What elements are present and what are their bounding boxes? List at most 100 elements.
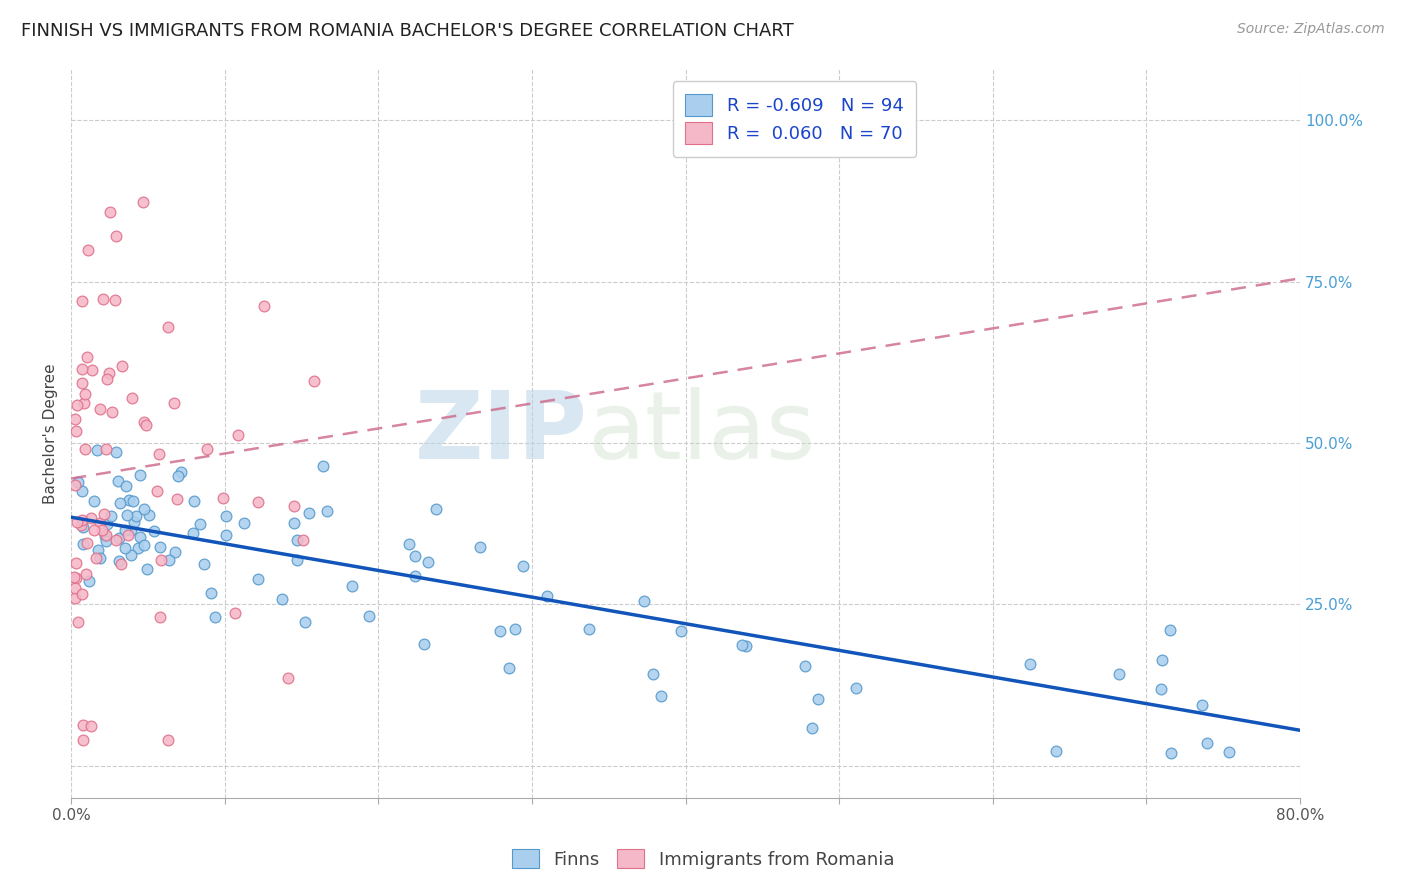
Point <box>298 506 321 520</box>
Point <box>1019 657 1042 671</box>
Point <box>138 508 160 522</box>
Point <box>66 516 89 530</box>
Point <box>270 591 292 606</box>
Point <box>72 718 94 732</box>
Point <box>108 496 131 510</box>
Point <box>800 721 823 735</box>
Point <box>735 639 758 653</box>
Point <box>90 523 112 537</box>
Point <box>149 540 172 554</box>
Point <box>149 553 172 567</box>
Point <box>76 350 98 364</box>
Point <box>107 474 129 488</box>
Point <box>276 671 298 685</box>
Point <box>96 516 118 531</box>
Point <box>75 442 97 457</box>
Point <box>246 572 269 586</box>
Point <box>105 444 128 458</box>
Text: ZIP: ZIP <box>415 387 588 479</box>
Point <box>1045 744 1067 758</box>
Point <box>76 243 98 257</box>
Point <box>489 624 512 638</box>
Point <box>110 557 132 571</box>
Point <box>294 615 316 630</box>
Point <box>91 292 114 306</box>
Point <box>163 544 186 558</box>
Point <box>86 551 108 566</box>
Point <box>121 494 143 508</box>
Point <box>135 418 157 433</box>
Point <box>148 447 170 461</box>
Point <box>204 610 226 624</box>
Point <box>70 513 93 527</box>
Point <box>170 465 193 479</box>
Point <box>83 493 105 508</box>
Point <box>129 530 152 544</box>
Point <box>111 359 134 373</box>
Point <box>72 537 94 551</box>
Point <box>166 491 188 506</box>
Point <box>72 362 94 376</box>
Point <box>498 661 520 675</box>
Point <box>503 622 526 636</box>
Point <box>136 562 159 576</box>
Point <box>70 376 93 390</box>
Y-axis label: Bachelor's Degree: Bachelor's Degree <box>44 363 58 504</box>
Point <box>512 559 534 574</box>
Point <box>127 541 149 555</box>
Point <box>65 478 87 492</box>
Point <box>107 554 129 568</box>
Point <box>1159 623 1181 637</box>
Point <box>134 502 156 516</box>
Point <box>122 515 145 529</box>
Point <box>398 537 420 551</box>
Point <box>283 516 305 530</box>
Point <box>125 508 148 523</box>
Point <box>70 518 93 533</box>
Point <box>215 528 238 542</box>
Point <box>190 517 212 532</box>
Point <box>359 609 381 624</box>
Point <box>149 610 172 624</box>
Point <box>114 523 136 537</box>
Point <box>65 398 87 412</box>
Point <box>650 690 672 704</box>
Text: FINNISH VS IMMIGRANTS FROM ROMANIA BACHELOR'S DEGREE CORRELATION CHART: FINNISH VS IMMIGRANTS FROM ROMANIA BACHE… <box>21 22 794 40</box>
Point <box>1160 746 1182 760</box>
Point <box>134 538 156 552</box>
Point <box>104 229 127 244</box>
Point <box>117 528 139 542</box>
Point <box>120 523 142 537</box>
Point <box>416 555 439 569</box>
Point <box>669 624 692 638</box>
Point <box>63 570 86 584</box>
Point <box>1150 653 1173 667</box>
Point <box>70 587 93 601</box>
Point <box>89 551 111 566</box>
Point <box>215 508 238 523</box>
Point <box>224 606 246 620</box>
Point <box>77 574 100 588</box>
Point <box>63 581 86 595</box>
Point <box>1197 736 1219 750</box>
Point <box>96 372 118 386</box>
Point <box>807 691 830 706</box>
Point <box>794 659 817 673</box>
Point <box>75 566 97 581</box>
Point <box>1191 698 1213 713</box>
Point <box>283 499 305 513</box>
Point <box>98 205 121 219</box>
Point <box>89 402 111 417</box>
Point <box>101 405 124 419</box>
Point <box>104 293 127 307</box>
Text: atlas: atlas <box>588 387 815 479</box>
Point <box>1108 667 1130 681</box>
Point <box>65 591 87 605</box>
Point <box>93 528 115 542</box>
Point <box>115 479 138 493</box>
Legend: Finns, Immigrants from Romania: Finns, Immigrants from Romania <box>505 842 901 876</box>
Point <box>183 494 205 508</box>
Point <box>253 299 276 313</box>
Point <box>731 638 754 652</box>
Point <box>118 492 141 507</box>
